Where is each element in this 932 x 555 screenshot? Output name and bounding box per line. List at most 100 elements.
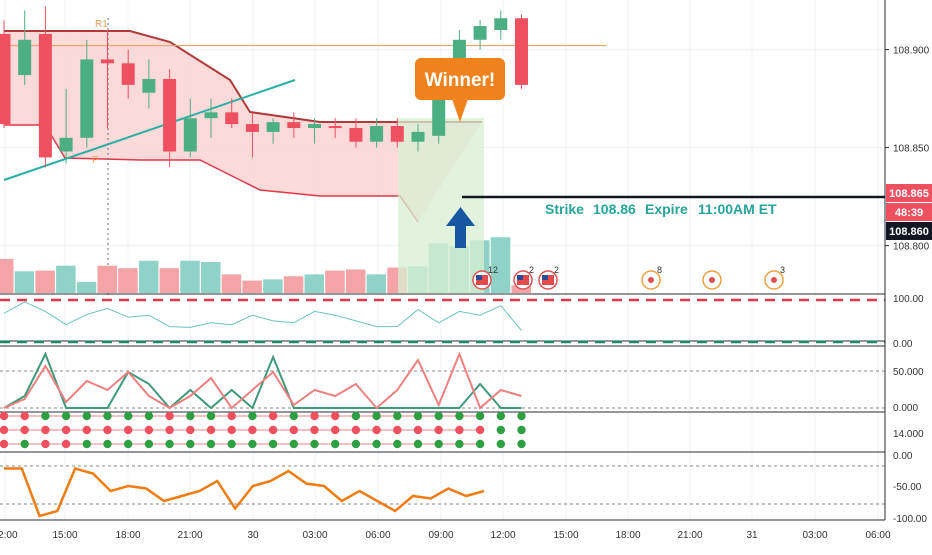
event-dot-center xyxy=(709,277,715,283)
signal-dot xyxy=(434,439,443,449)
time-tick-label: 21:00 xyxy=(177,530,202,541)
time-tick-label: 03:00 xyxy=(802,530,827,541)
time-axis: 12:00 15:00 18:00 21:00 30 03:00 06:00 09:00 12:… xyxy=(0,519,891,541)
signal-dot xyxy=(41,439,50,449)
time-tick-label: 03:00 xyxy=(302,530,327,541)
winner-label: Winner! xyxy=(425,70,496,91)
signal-dot xyxy=(351,425,361,435)
pane-tick-label: 0.00 xyxy=(893,339,913,350)
signal-dot xyxy=(144,425,154,435)
event-count: 2 xyxy=(529,265,534,275)
signal-dot xyxy=(413,425,423,435)
candle-body xyxy=(80,59,94,138)
volume-bar xyxy=(35,270,55,293)
signal-dot xyxy=(186,411,195,421)
signal-dot xyxy=(61,411,71,421)
signal-dot xyxy=(124,439,133,449)
candle-body xyxy=(18,39,32,76)
signal-dot xyxy=(268,425,278,435)
signal-dot xyxy=(496,439,505,449)
signal-dot xyxy=(248,439,257,449)
candle-body xyxy=(59,137,73,152)
volume-bar xyxy=(201,262,221,293)
candle-body xyxy=(287,122,301,128)
cloud-upper-edge xyxy=(4,30,482,123)
signal-dot xyxy=(20,439,29,449)
signal-dot xyxy=(268,439,278,449)
event-count: 2 xyxy=(554,265,559,275)
time-tick-label: 06:00 xyxy=(365,530,390,541)
signal-dot xyxy=(103,439,112,449)
event-dot-icon[interactable] xyxy=(702,270,722,290)
volume-bar xyxy=(180,260,200,293)
signal-dot xyxy=(103,411,112,421)
time-tick-label: 15:00 xyxy=(553,530,578,541)
candle-body xyxy=(101,59,114,64)
strike-line xyxy=(462,195,885,199)
trend-line xyxy=(3,79,296,181)
strike-price-badge xyxy=(886,222,932,240)
signal-dot xyxy=(82,411,92,421)
candle-body xyxy=(266,122,280,132)
candle-body xyxy=(163,79,177,152)
pane-tick-label: 14.000 xyxy=(893,429,924,440)
signal-dot xyxy=(517,411,526,421)
candle-body xyxy=(349,128,363,142)
price-tick-label: 108.850 xyxy=(893,144,930,155)
signal-dot xyxy=(434,411,443,421)
us-flag-icon[interactable]: 2 xyxy=(513,265,534,290)
signal-dot xyxy=(144,411,154,421)
signal-dot xyxy=(310,439,319,449)
signal-dot xyxy=(206,425,216,435)
volume-bar xyxy=(304,274,324,293)
candle-body xyxy=(183,118,197,152)
signal-dot xyxy=(331,439,340,449)
cloud-lower-edge xyxy=(4,124,419,223)
expiry-zone xyxy=(398,118,484,293)
event-dot-icon[interactable]: 3 xyxy=(764,265,785,290)
signal-dot xyxy=(455,425,464,435)
pane-tick-label: 0.00 xyxy=(893,451,913,462)
pivot-label-r1: R1 xyxy=(95,19,108,30)
price-badges: 108.865 48:39 108.860 xyxy=(886,184,932,240)
countdown-badge xyxy=(886,203,932,221)
candle-body xyxy=(494,18,508,30)
event-markers[interactable]: 12 2 2 8 3 xyxy=(472,265,785,290)
signal-dot xyxy=(289,425,298,435)
winner-callout-tail xyxy=(452,99,468,122)
signal-dot xyxy=(61,425,71,435)
time-tick-label: 18:00 xyxy=(615,530,640,541)
oscillator-line xyxy=(3,301,522,331)
volume-bar xyxy=(14,271,35,293)
signal-dot xyxy=(455,411,464,421)
signal-dot xyxy=(372,425,381,435)
signal-dot xyxy=(455,439,464,449)
signal-dot xyxy=(206,439,216,449)
signal-dot xyxy=(82,425,92,435)
candle-body xyxy=(515,18,528,85)
signal-dot xyxy=(248,411,257,421)
volume-bar xyxy=(221,274,242,293)
us-flag-icon[interactable]: 12 xyxy=(472,265,498,290)
signal-dot xyxy=(186,439,195,449)
candle-body xyxy=(38,33,52,158)
us-flag-icon[interactable]: 2 xyxy=(538,265,559,290)
signal-dot xyxy=(124,425,133,435)
volume-bar xyxy=(56,265,76,293)
signal-dot xyxy=(393,411,402,421)
signal-dot xyxy=(517,439,526,449)
time-tick-label: 15:00 xyxy=(52,530,77,541)
signal-dot xyxy=(413,439,423,449)
event-dot-center xyxy=(771,277,777,283)
signal-dot xyxy=(289,411,298,421)
signal-dot xyxy=(227,439,236,449)
signal-dot xyxy=(165,425,174,435)
signal-dot xyxy=(351,411,361,421)
signal-dot xyxy=(475,439,485,449)
pivot-label-p: P xyxy=(92,155,99,166)
signal-dot xyxy=(165,439,174,449)
time-tick-label: 18:00 xyxy=(115,530,140,541)
event-dot-icon[interactable]: 8 xyxy=(641,265,662,290)
